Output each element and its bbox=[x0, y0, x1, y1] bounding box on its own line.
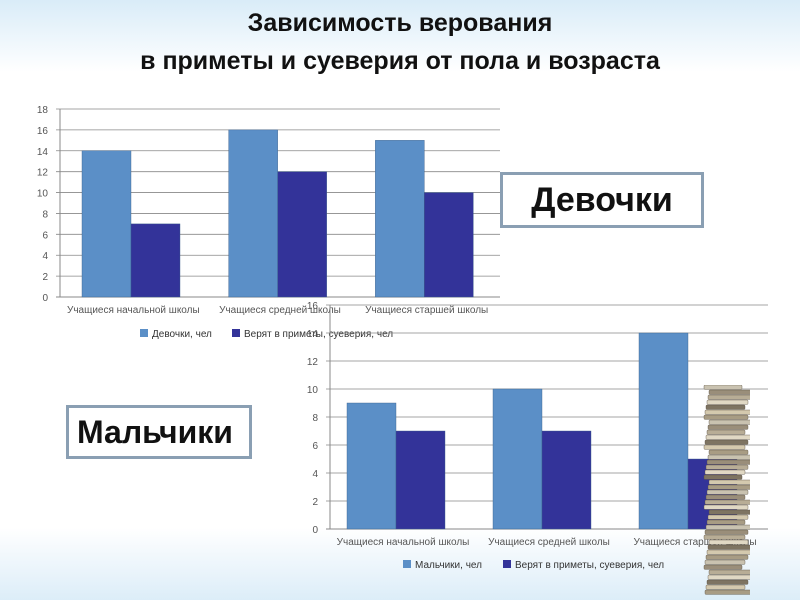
legend-swatch bbox=[503, 560, 511, 568]
y-tick-label: 6 bbox=[312, 441, 318, 452]
y-tick-label: 4 bbox=[42, 251, 48, 262]
y-tick-label: 12 bbox=[307, 357, 319, 368]
x-category-label: Учащиеся средней школы bbox=[219, 305, 341, 316]
book-spine bbox=[705, 554, 749, 560]
book-spine bbox=[704, 559, 746, 565]
book-spine bbox=[708, 509, 750, 515]
legend-label: Верят в приметы, суеверия, чел bbox=[515, 560, 664, 571]
book-spine bbox=[707, 484, 750, 490]
page-title-line-1: Зависимость верования bbox=[247, 9, 553, 37]
legend-label: Мальчики, чел bbox=[415, 560, 482, 571]
book-spine bbox=[703, 504, 749, 510]
book-spine bbox=[704, 529, 749, 535]
book-spine bbox=[706, 519, 746, 525]
book-spine bbox=[707, 424, 749, 430]
book-spine bbox=[703, 534, 746, 540]
bar bbox=[395, 430, 446, 530]
x-category-label: Учащиеся старшей школы bbox=[365, 305, 488, 316]
book-spine bbox=[708, 539, 749, 545]
book-spine bbox=[707, 394, 750, 400]
bar bbox=[492, 388, 543, 530]
y-tick-label: 0 bbox=[42, 293, 48, 304]
x-category-label: Учащиеся средней школы bbox=[488, 537, 610, 548]
y-tick-label: 0 bbox=[312, 525, 318, 536]
bar bbox=[228, 129, 278, 298]
y-tick-label: 4 bbox=[312, 469, 318, 480]
bar bbox=[346, 402, 397, 530]
girls-label: Девочки bbox=[531, 180, 673, 219]
stack-of-books-icon bbox=[703, 385, 750, 595]
y-tick-label: 8 bbox=[42, 209, 48, 220]
boys-label-box: Мальчики bbox=[66, 405, 252, 459]
boys-label: Мальчики bbox=[77, 413, 233, 450]
y-tick-label: 8 bbox=[312, 413, 318, 424]
girls-label-box: Девочки bbox=[500, 172, 704, 228]
book-spine bbox=[706, 459, 750, 465]
book-spine bbox=[704, 469, 746, 475]
bar bbox=[541, 430, 592, 530]
book-spine bbox=[707, 514, 749, 520]
page-title-line-2: в приметы и суеверия от пола и возраста bbox=[140, 47, 660, 75]
book-spine bbox=[705, 524, 750, 530]
x-category-label: Учащиеся начальной школы bbox=[337, 537, 470, 548]
bar bbox=[375, 140, 425, 298]
book-spine bbox=[708, 419, 750, 425]
y-tick-label: 14 bbox=[307, 329, 319, 340]
book-spine bbox=[705, 434, 750, 440]
book-spine bbox=[707, 544, 750, 550]
book-spine bbox=[706, 549, 750, 555]
book-spine bbox=[708, 389, 750, 395]
book-spine bbox=[708, 569, 750, 575]
book-spine bbox=[705, 494, 746, 500]
legend-swatch bbox=[403, 560, 411, 568]
book-spine bbox=[706, 579, 749, 585]
book-spine bbox=[703, 564, 743, 570]
y-tick-label: 2 bbox=[42, 272, 48, 283]
y-tick-label: 2 bbox=[312, 497, 318, 508]
bar bbox=[81, 150, 132, 298]
bar bbox=[424, 192, 474, 298]
book-spine bbox=[703, 414, 749, 420]
book-spine bbox=[706, 489, 749, 495]
bar bbox=[130, 223, 181, 298]
bar bbox=[277, 171, 327, 298]
legend-swatch bbox=[232, 329, 240, 337]
y-tick-label: 14 bbox=[37, 147, 49, 158]
book-spine bbox=[705, 584, 746, 590]
boys-bar-chart: 0 2 4 6 8 10 12 14 16 Учащиеся начальной школы Уча… bbox=[307, 301, 768, 571]
y-tick-label: 10 bbox=[307, 385, 319, 396]
book-spine bbox=[707, 454, 750, 460]
book-spine bbox=[703, 474, 743, 480]
y-tick-label: 10 bbox=[37, 189, 49, 200]
book-spine bbox=[704, 409, 750, 415]
book-spine bbox=[707, 574, 750, 580]
book-spine bbox=[704, 499, 750, 505]
legend-label: Верят в приметы, суеверия, чел bbox=[244, 329, 393, 340]
legend-swatch bbox=[140, 329, 148, 337]
book-spine bbox=[703, 444, 746, 450]
book-spine bbox=[703, 385, 743, 390]
book-spine bbox=[706, 399, 749, 405]
x-category-label: Учащиеся начальной школы bbox=[67, 305, 200, 316]
book-spine bbox=[704, 589, 750, 595]
book-spine bbox=[706, 429, 746, 435]
y-tick-label: 16 bbox=[307, 301, 319, 312]
y-tick-label: 6 bbox=[42, 230, 48, 241]
book-spine bbox=[708, 479, 750, 485]
girls-bar-chart: 0 2 4 6 8 10 12 14 16 18 Учащиеся начальной школы У… bbox=[37, 105, 500, 340]
x-category-label: Учащиеся старшей школы bbox=[633, 537, 756, 548]
y-tick-label: 18 bbox=[37, 105, 49, 116]
book-spine bbox=[708, 449, 749, 455]
bar bbox=[638, 332, 689, 530]
book-spine bbox=[704, 439, 749, 445]
book-spine bbox=[705, 464, 749, 470]
book-spine bbox=[705, 404, 746, 410]
y-tick-label: 12 bbox=[37, 168, 49, 179]
legend-label: Девочки, чел bbox=[152, 329, 212, 340]
y-tick-label: 16 bbox=[37, 126, 49, 137]
